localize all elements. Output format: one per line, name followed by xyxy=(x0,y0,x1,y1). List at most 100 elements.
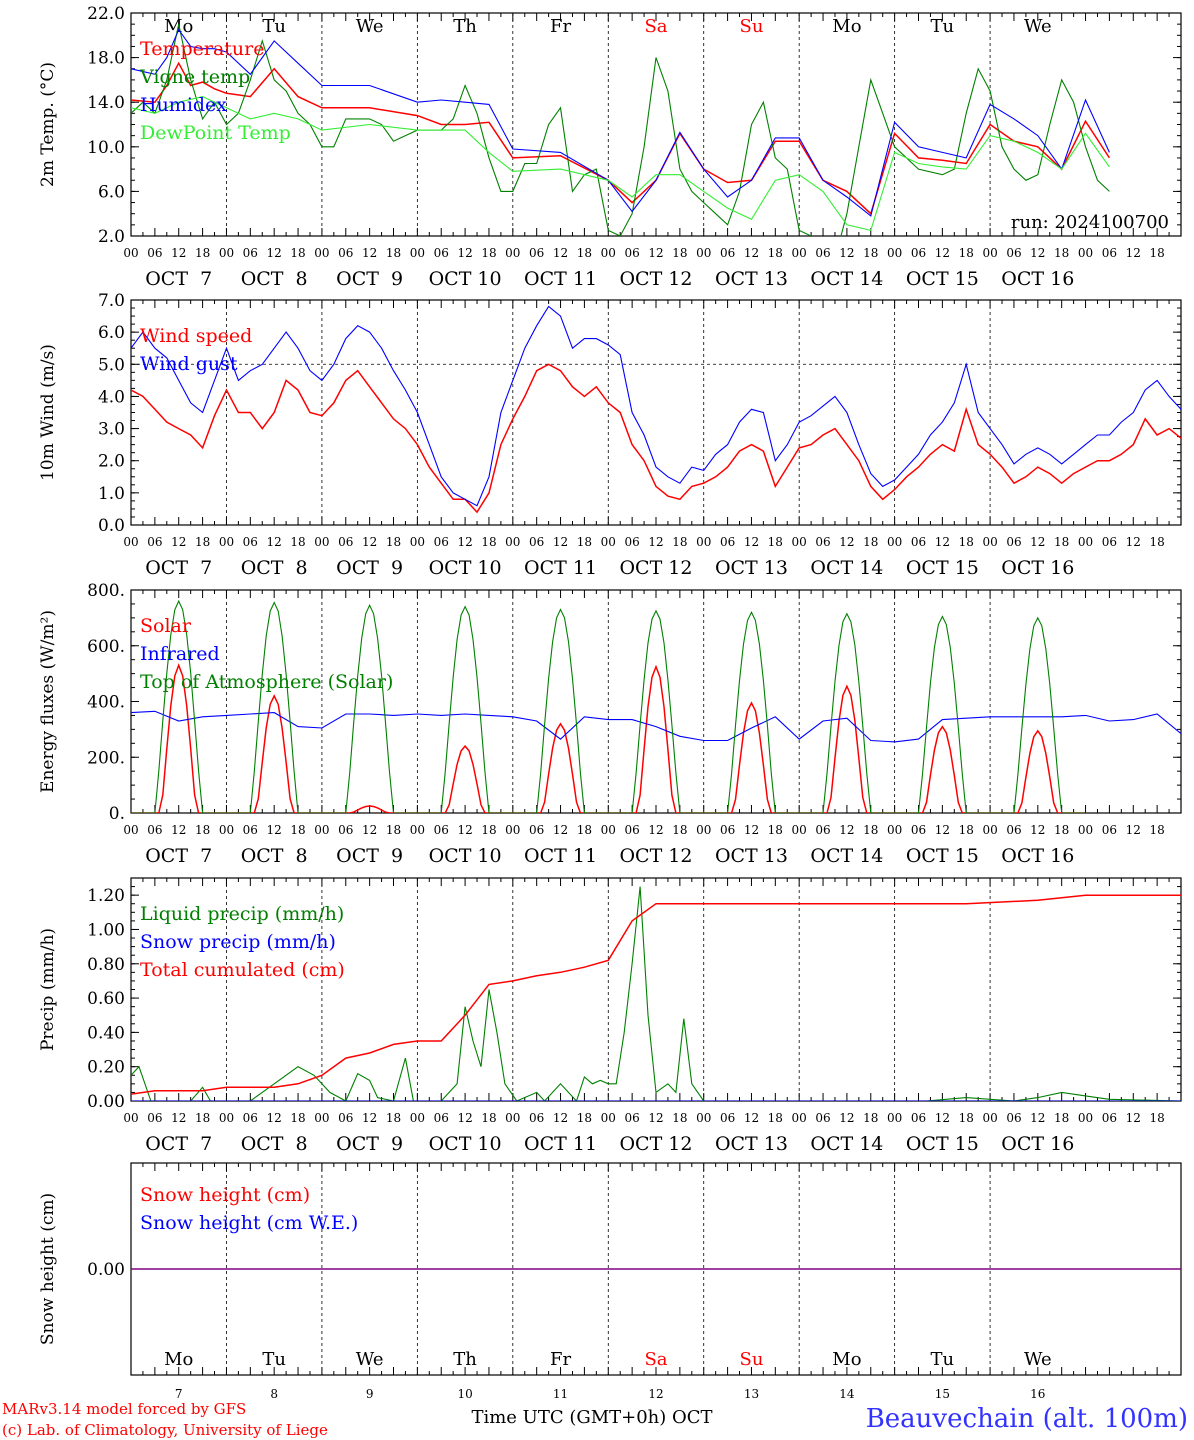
hour-tick-label: 12 xyxy=(553,535,568,549)
hour-tick-label: 12 xyxy=(1030,823,1045,837)
hour-tick-label: 18 xyxy=(672,535,687,549)
hour-tick-label: 18 xyxy=(290,1111,305,1125)
hour-tick-label: 12 xyxy=(839,823,854,837)
hour-tick-label: 00 xyxy=(410,1111,425,1125)
series-line-solar xyxy=(131,663,1086,813)
series-line-infrared xyxy=(131,710,1181,743)
hour-tick-label: 18 xyxy=(195,823,210,837)
y-tick-label: 1.00 xyxy=(87,920,125,940)
hour-tick-label: 00 xyxy=(123,246,138,260)
hour-tick-label: 18 xyxy=(863,535,878,549)
hour-tick-label: 18 xyxy=(481,1111,496,1125)
hour-tick-label: 12 xyxy=(457,823,472,837)
hour-tick-label: 12 xyxy=(1126,823,1141,837)
hour-tick-label: 12 xyxy=(457,535,472,549)
hour-tick-label: 06 xyxy=(1102,1111,1117,1125)
date-label: OCT 16 xyxy=(1001,845,1074,867)
legend-entry: Vigne temp xyxy=(139,66,250,88)
legend-entry: DewPoint Temp xyxy=(140,122,291,144)
hour-tick-label: 12 xyxy=(648,535,663,549)
date-label: OCT 13 xyxy=(715,268,788,290)
day-name-label: We xyxy=(356,1349,384,1370)
hour-tick-label: 18 xyxy=(1054,1111,1069,1125)
hour-tick-label: 12 xyxy=(171,1111,186,1125)
hour-tick-label: 18 xyxy=(863,246,878,260)
panel-wind: 0.0 1.0 2.0 3.0 4.0 5.0 6.0 7.0 10m Wind (m/s) 00… xyxy=(38,291,1182,579)
hour-tick-label: 12 xyxy=(839,1111,854,1125)
model-credit: MARv3.14 model forced by GFS xyxy=(2,1400,246,1418)
hour-tick-label: 12 xyxy=(935,1111,950,1125)
series-line-top-of-atmosphere-solar- xyxy=(131,599,1086,813)
hour-tick-label: 18 xyxy=(863,1111,878,1125)
day-number-label: 10 xyxy=(457,1387,472,1401)
hour-tick-label: 06 xyxy=(815,246,830,260)
y-tick-label: 0.40 xyxy=(87,1023,125,1043)
hour-tick-label: 18 xyxy=(290,535,305,549)
day-name-label: Th xyxy=(453,1349,477,1370)
y-tick-label: 0.00 xyxy=(87,1092,125,1112)
hour-tick-label: 06 xyxy=(434,535,449,549)
hour-tick-label: 06 xyxy=(624,1111,639,1125)
hour-tick-label: 12 xyxy=(744,1111,759,1125)
day-number-label: 9 xyxy=(366,1387,374,1401)
panel-precip: 0.00 0.20 0.40 0.60 0.80 1.00 1.20 Precip (mm/h… xyxy=(38,877,1182,1155)
hour-tick-label: 00 xyxy=(219,535,234,549)
hour-tick-label: 00 xyxy=(410,246,425,260)
day-name-label: Mo xyxy=(832,16,861,37)
y-tick-label: 2.0 xyxy=(98,227,125,247)
y-tick-label: 6.0 xyxy=(98,323,125,343)
hour-tick-label: 18 xyxy=(290,246,305,260)
hour-tick-label: 18 xyxy=(386,823,401,837)
date-label: OCT 13 xyxy=(715,557,788,579)
day-name-label: Fr xyxy=(550,16,571,37)
y-tick-label: 7.0 xyxy=(98,291,125,311)
hour-tick-label: 18 xyxy=(768,535,783,549)
hour-tick-label: 12 xyxy=(171,823,186,837)
hour-tick-label: 18 xyxy=(1054,246,1069,260)
legend-entry: Solar xyxy=(140,615,192,637)
legend-entry: Top of Atmosphere (Solar) xyxy=(140,671,393,693)
hour-tick-label: 00 xyxy=(505,246,520,260)
y-axis-label: Energy fluxes (W/m²) xyxy=(38,610,58,793)
hour-tick-label: 12 xyxy=(935,246,950,260)
date-label: OCT 12 xyxy=(619,557,692,579)
hour-tick-label: 18 xyxy=(481,246,496,260)
hour-tick-label: 00 xyxy=(982,246,997,260)
series-line-humidex xyxy=(131,28,1110,217)
date-label: OCT 8 xyxy=(241,268,308,290)
hour-tick-label: 18 xyxy=(195,246,210,260)
hour-tick-label: 06 xyxy=(720,535,735,549)
hour-tick-label: 00 xyxy=(314,823,329,837)
hour-tick-label: 12 xyxy=(935,535,950,549)
hour-tick-label: 00 xyxy=(887,535,902,549)
hour-tick-label: 18 xyxy=(481,823,496,837)
hour-tick-label: 18 xyxy=(672,246,687,260)
day-number-label: 14 xyxy=(839,1387,855,1401)
hour-tick-label: 18 xyxy=(1149,823,1164,837)
date-label: OCT 7 xyxy=(145,1133,212,1155)
day-number-label: 13 xyxy=(744,1387,759,1401)
hour-tick-label: 00 xyxy=(410,823,425,837)
lab-credit: (c) Lab. of Climatology, University of L… xyxy=(2,1421,328,1439)
date-label: OCT 7 xyxy=(145,557,212,579)
date-label: OCT 16 xyxy=(1001,268,1074,290)
day-name-label: Mo xyxy=(164,1349,193,1370)
hour-tick-label: 12 xyxy=(1030,246,1045,260)
date-label: OCT 11 xyxy=(524,1133,597,1155)
date-label: OCT 8 xyxy=(241,845,308,867)
date-label: OCT 11 xyxy=(524,845,597,867)
hour-tick-label: 06 xyxy=(1102,535,1117,549)
legend-entry: Total cumulated (cm) xyxy=(140,959,345,981)
day-name-label: Tu xyxy=(262,1349,286,1370)
panel-energy: 0. 200. 400. 600. 800. Energy fluxes (W/m²) 00… xyxy=(38,581,1182,867)
y-tick-label: 400. xyxy=(87,693,125,713)
day-name-label: Mo xyxy=(832,1349,861,1370)
hour-tick-label: 06 xyxy=(911,1111,926,1125)
hour-tick-label: 06 xyxy=(243,823,258,837)
y-tick-label: 2.0 xyxy=(98,452,125,472)
hour-tick-label: 06 xyxy=(338,246,353,260)
day-name-label: Tu xyxy=(262,16,286,37)
hour-tick-label: 00 xyxy=(1078,535,1093,549)
hour-tick-label: 12 xyxy=(744,535,759,549)
